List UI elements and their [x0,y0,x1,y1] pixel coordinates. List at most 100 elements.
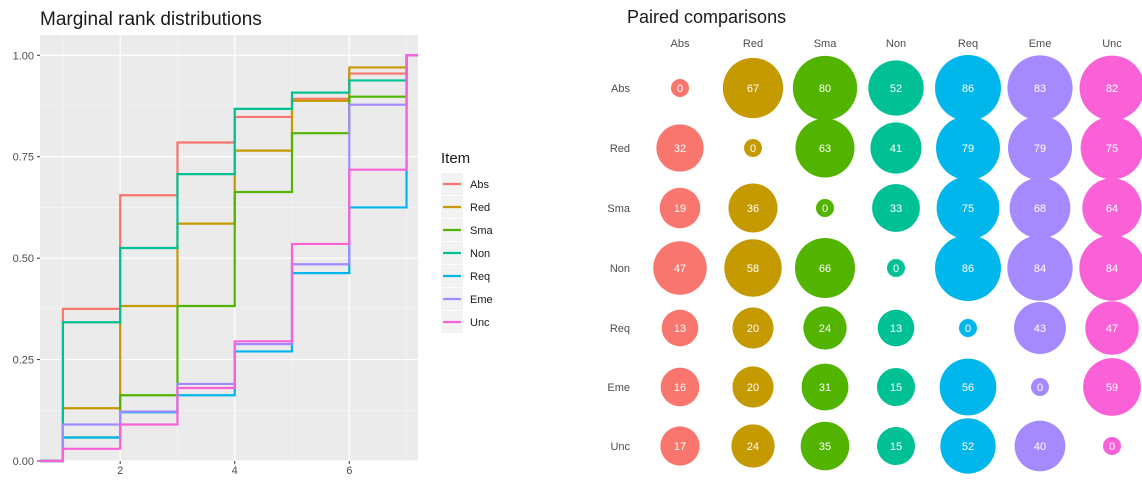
bubble-value-label: 86 [962,83,974,95]
bubble-value-label: 0 [1037,382,1043,394]
bubble-req-red [732,307,774,349]
bubble-abs-unc [1079,55,1142,121]
column-label-unc: Unc [1102,38,1122,50]
bubble-value-label: 43 [1034,323,1046,335]
bubble-abs-req [935,55,1001,121]
bubble-value-label: 0 [822,203,828,215]
rank-chart-panel [40,35,418,461]
bubble-non-abs [653,241,707,295]
bubble-abs-eme [1007,55,1073,121]
row-label-non: Non [610,263,630,275]
bubble-red-sma [795,118,855,178]
legend-title: Item [441,150,470,167]
row-label-eme: Eme [607,382,630,394]
bubble-eme-abs [660,367,700,407]
rank-chart-legend: Item Abs Red Sma Non Req Eme Unc [441,150,494,333]
y-tick-label: 0.00 [13,456,34,468]
y-tick-label: 0.50 [13,253,34,265]
row-label-unc: Unc [610,441,630,453]
legend-label-sma: Sma [470,225,494,237]
bubble-sma-abs [659,187,701,229]
bubble-value-label: 40 [1034,441,1046,453]
paired-chart-row-labels: Abs Red Sma Non Req Eme Unc [607,83,631,453]
y-tick-label: 0.25 [13,355,34,367]
bubble-red-req [935,115,1001,181]
bubble-value-label: 59 [1106,382,1118,394]
legend-label-red: Red [470,202,490,214]
bubble-abs-non [868,60,924,116]
bubble-sma-red [728,183,778,233]
bubble-value-label: 20 [747,323,759,335]
bubble-red-red [744,139,762,157]
bubble-value-label: 15 [890,382,902,394]
row-label-red: Red [610,143,630,155]
x-tick-label: 2 [117,465,123,476]
bubble-non-unc [1079,235,1142,301]
bubble-value-label: 64 [1106,203,1118,215]
bubble-value-label: 63 [819,143,831,155]
legend-label-non: Non [470,248,490,260]
paired-chart-title: Paired comparisons [627,7,786,27]
bubble-req-sma [803,306,847,350]
paired-chart-column-labels: Abs Red Sma Non Req Eme Unc [671,38,1123,50]
row-label-req: Req [610,323,630,335]
bubble-abs-red [722,57,784,119]
bubble-sma-eme [1009,177,1071,239]
bubble-value-label: 16 [674,382,686,394]
bubble-value-label: 83 [1034,83,1046,95]
bubble-value-label: 0 [893,263,899,275]
rank-distribution-chart: Marginal rank distributions 0.00 0.25 0.50… [13,9,494,477]
bubble-value-label: 66 [819,263,831,275]
series-line-red [40,54,418,463]
bubble-unc-non [876,426,916,466]
column-label-abs: Abs [671,38,690,50]
column-label-non: Non [886,38,906,50]
row-label-abs: Abs [611,83,630,95]
paired-comparisons-chart: Paired comparisons Abs Red Sma Non Req Eme Unc… [607,7,1142,474]
bubble-unc-abs [660,426,700,466]
bubble-eme-req [939,358,997,416]
bubble-eme-red [732,366,774,408]
legend-label-unc: Unc [470,317,490,329]
bubble-value-label: 84 [1106,263,1118,275]
bubble-red-abs [656,124,704,172]
bubble-value-label: 75 [1106,143,1118,155]
rank-chart-y-axis: 0.00 0.25 0.50 0.75 1.00 [13,50,40,468]
rank-chart-title: Marginal rank distributions [40,9,262,30]
legend-label-abs: Abs [470,179,489,191]
bubble-req-non [877,309,915,347]
bubble-value-label: 13 [674,323,686,335]
bubble-non-eme [1007,235,1073,301]
bubble-value-label: 15 [890,441,902,453]
bubble-non-red [724,239,782,297]
bubble-sma-req [936,176,1000,240]
bubble-unc-req [940,418,996,474]
bubble-value-label: 41 [890,143,902,155]
bubble-value-label: 0 [965,323,971,335]
bubble-value-label: 0 [677,83,683,95]
column-label-req: Req [958,38,978,50]
bubble-value-label: 68 [1034,203,1046,215]
bubble-req-req [959,319,977,337]
bubble-value-label: 19 [674,203,686,215]
bubble-unc-sma [800,421,850,471]
bubble-value-label: 31 [819,382,831,394]
bubble-value-label: 36 [747,203,759,215]
rank-chart-series [40,54,418,463]
paired-chart-bubbles: 0 67 80 52 86 83 82 32 0 63 41 79 79 75 19 36 0 33 75 68 64 4… [653,55,1142,474]
bubble-value-label: 82 [1106,83,1118,95]
column-label-sma: Sma [814,38,838,50]
legend-label-eme: Eme [470,294,493,306]
bubble-value-label: 20 [747,382,759,394]
bubble-value-label: 13 [890,323,902,335]
bubble-value-label: 80 [819,83,831,95]
bubble-eme-eme [1031,378,1049,396]
bubble-non-req [935,235,1001,301]
column-label-red: Red [743,38,763,50]
bubble-eme-non [876,367,916,407]
bubble-value-label: 75 [962,203,974,215]
bubble-value-label: 79 [1034,143,1046,155]
bubble-value-label: 47 [1106,323,1118,335]
